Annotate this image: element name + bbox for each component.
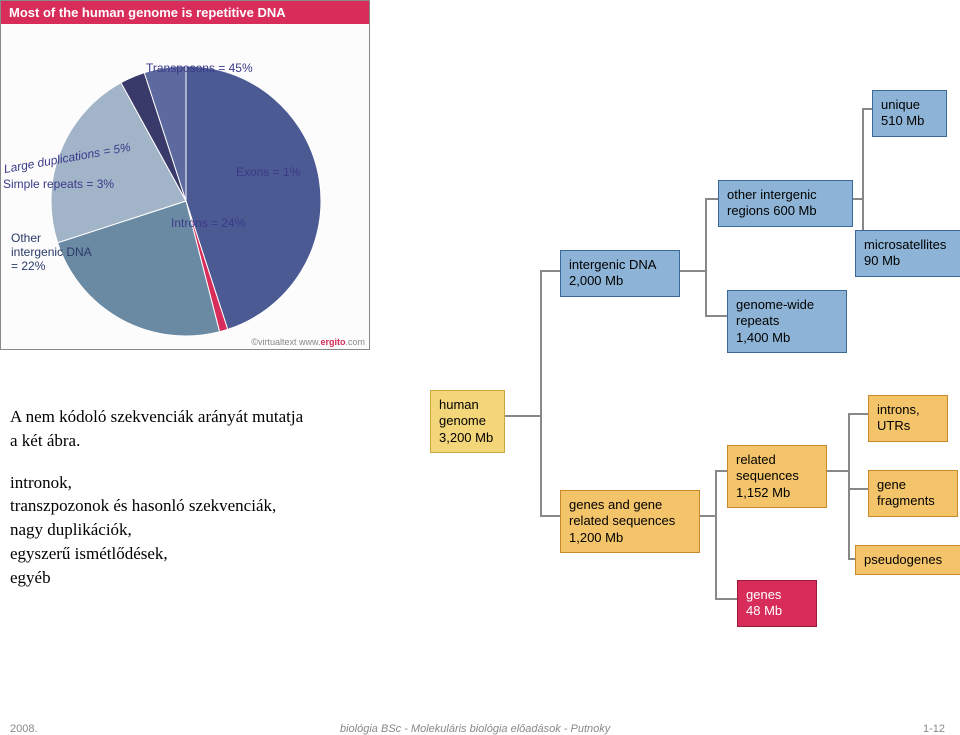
body-p2: intronok, transzpozonok és hasonló szekv… [10,471,430,590]
tree-edge [862,108,864,248]
footer-year: 2008. [10,723,38,735]
pie-label: Other intergenic DNA = 22% [11,231,92,273]
credit-pre: ©virtualtext www. [251,337,320,347]
tree-edge [848,488,868,490]
tree-node-intr: introns, UTRs [868,395,948,442]
body-p1: A nem kódoló szekvenciák arányát mutatja… [10,405,430,453]
tree-edge [680,270,705,272]
tree-edge [540,270,560,272]
tree-node-only: genes 48 Mb [737,580,817,627]
tree-edge [705,198,707,315]
footer-course: biológia BSc - Molekuláris biológia előa… [340,723,610,735]
tree-edge [540,270,542,515]
credit-brand: ergito [320,337,345,347]
tree-edge [715,470,727,472]
tree-edge [848,413,868,415]
tree-edge [715,598,737,600]
body-text: A nem kódoló szekvenciák arányát mutatja… [10,405,430,590]
tree-edge [715,470,717,598]
tree-edge [505,415,540,417]
tree-node-frag: gene fragments [868,470,958,517]
pie-title: Most of the human genome is repetitive D… [1,1,369,24]
tree-edge [862,108,872,110]
pie-label: Simple repeats = 3% [3,177,114,191]
pie-label: Introns = 24% [171,216,245,230]
tree-node-inter: intergenic DNA 2,000 Mb [560,250,680,297]
tree-edge [705,315,727,317]
tree-edge [848,413,850,558]
tree-node-rel: related sequences 1,152 Mb [727,445,827,508]
tree-edge [853,198,862,200]
tree-node-micro: microsatellites 90 Mb [855,230,960,277]
pie-chart-panel: Most of the human genome is repetitive D… [0,0,370,350]
tree-edge [827,470,848,472]
footer-page: 1-12 [923,723,945,735]
pie-label: Exons = 1% [236,165,300,179]
tree-node-root: human genome 3,200 Mb [430,390,505,453]
tree-edge [848,558,855,560]
credit-post: .com [345,337,365,347]
tree-node-pseu: pseudogenes [855,545,960,575]
tree-node-wide: genome-wide repeats 1,400 Mb [727,290,847,353]
tree-node-uniq: unique 510 Mb [872,90,947,137]
tree-edge [700,515,715,517]
tree-edge [705,198,718,200]
pie-label: Transposons = 45% [146,61,253,75]
pie-credit: ©virtualtext www.ergito.com [251,337,365,347]
tree-node-other: other intergenic regions 600 Mb [718,180,853,227]
tree-edge [540,515,560,517]
genome-tree: human genome 3,200 Mb intergenic DNA 2,00… [430,0,960,665]
tree-node-genes: genes and gene related sequences 1,200 M… [560,490,700,553]
